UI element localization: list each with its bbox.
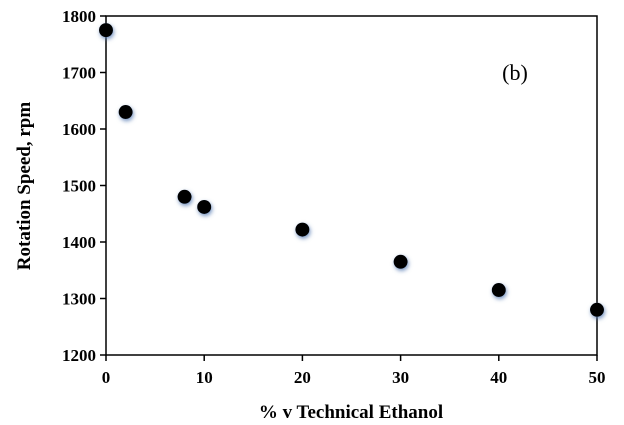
y-tick-label: 1800 <box>62 7 96 26</box>
x-axis-title: % v Technical Ethanol <box>259 402 443 423</box>
data-point <box>393 254 408 269</box>
x-tick-label: 50 <box>589 368 606 387</box>
data-point <box>491 283 506 298</box>
x-tick-label: 30 <box>392 368 409 387</box>
x-axis-ticks: 0 10 20 30 40 50 <box>102 355 606 387</box>
y-tick-label: 1600 <box>62 120 96 139</box>
panel-label: (b) <box>502 60 528 85</box>
y-axis-title: Rotation Speed, rpm <box>14 102 35 271</box>
x-tick-label: 40 <box>490 368 507 387</box>
y-tick-label: 1200 <box>62 346 96 365</box>
data-points <box>99 23 604 317</box>
data-point <box>590 302 604 317</box>
y-axis-ticks: 1200 1300 1400 1500 1600 1700 1800 <box>62 7 106 365</box>
x-tick-label: 0 <box>102 368 111 387</box>
data-point <box>118 105 133 120</box>
y-tick-label: 1700 <box>62 64 96 83</box>
x-tick-label: 20 <box>294 368 311 387</box>
data-point <box>177 189 192 204</box>
x-tick-label: 10 <box>196 368 213 387</box>
data-point <box>197 199 212 214</box>
data-point <box>295 222 310 237</box>
y-tick-label: 1500 <box>62 177 96 196</box>
y-tick-label: 1300 <box>62 290 96 309</box>
data-point <box>99 23 113 38</box>
y-tick-label: 1400 <box>62 233 96 252</box>
